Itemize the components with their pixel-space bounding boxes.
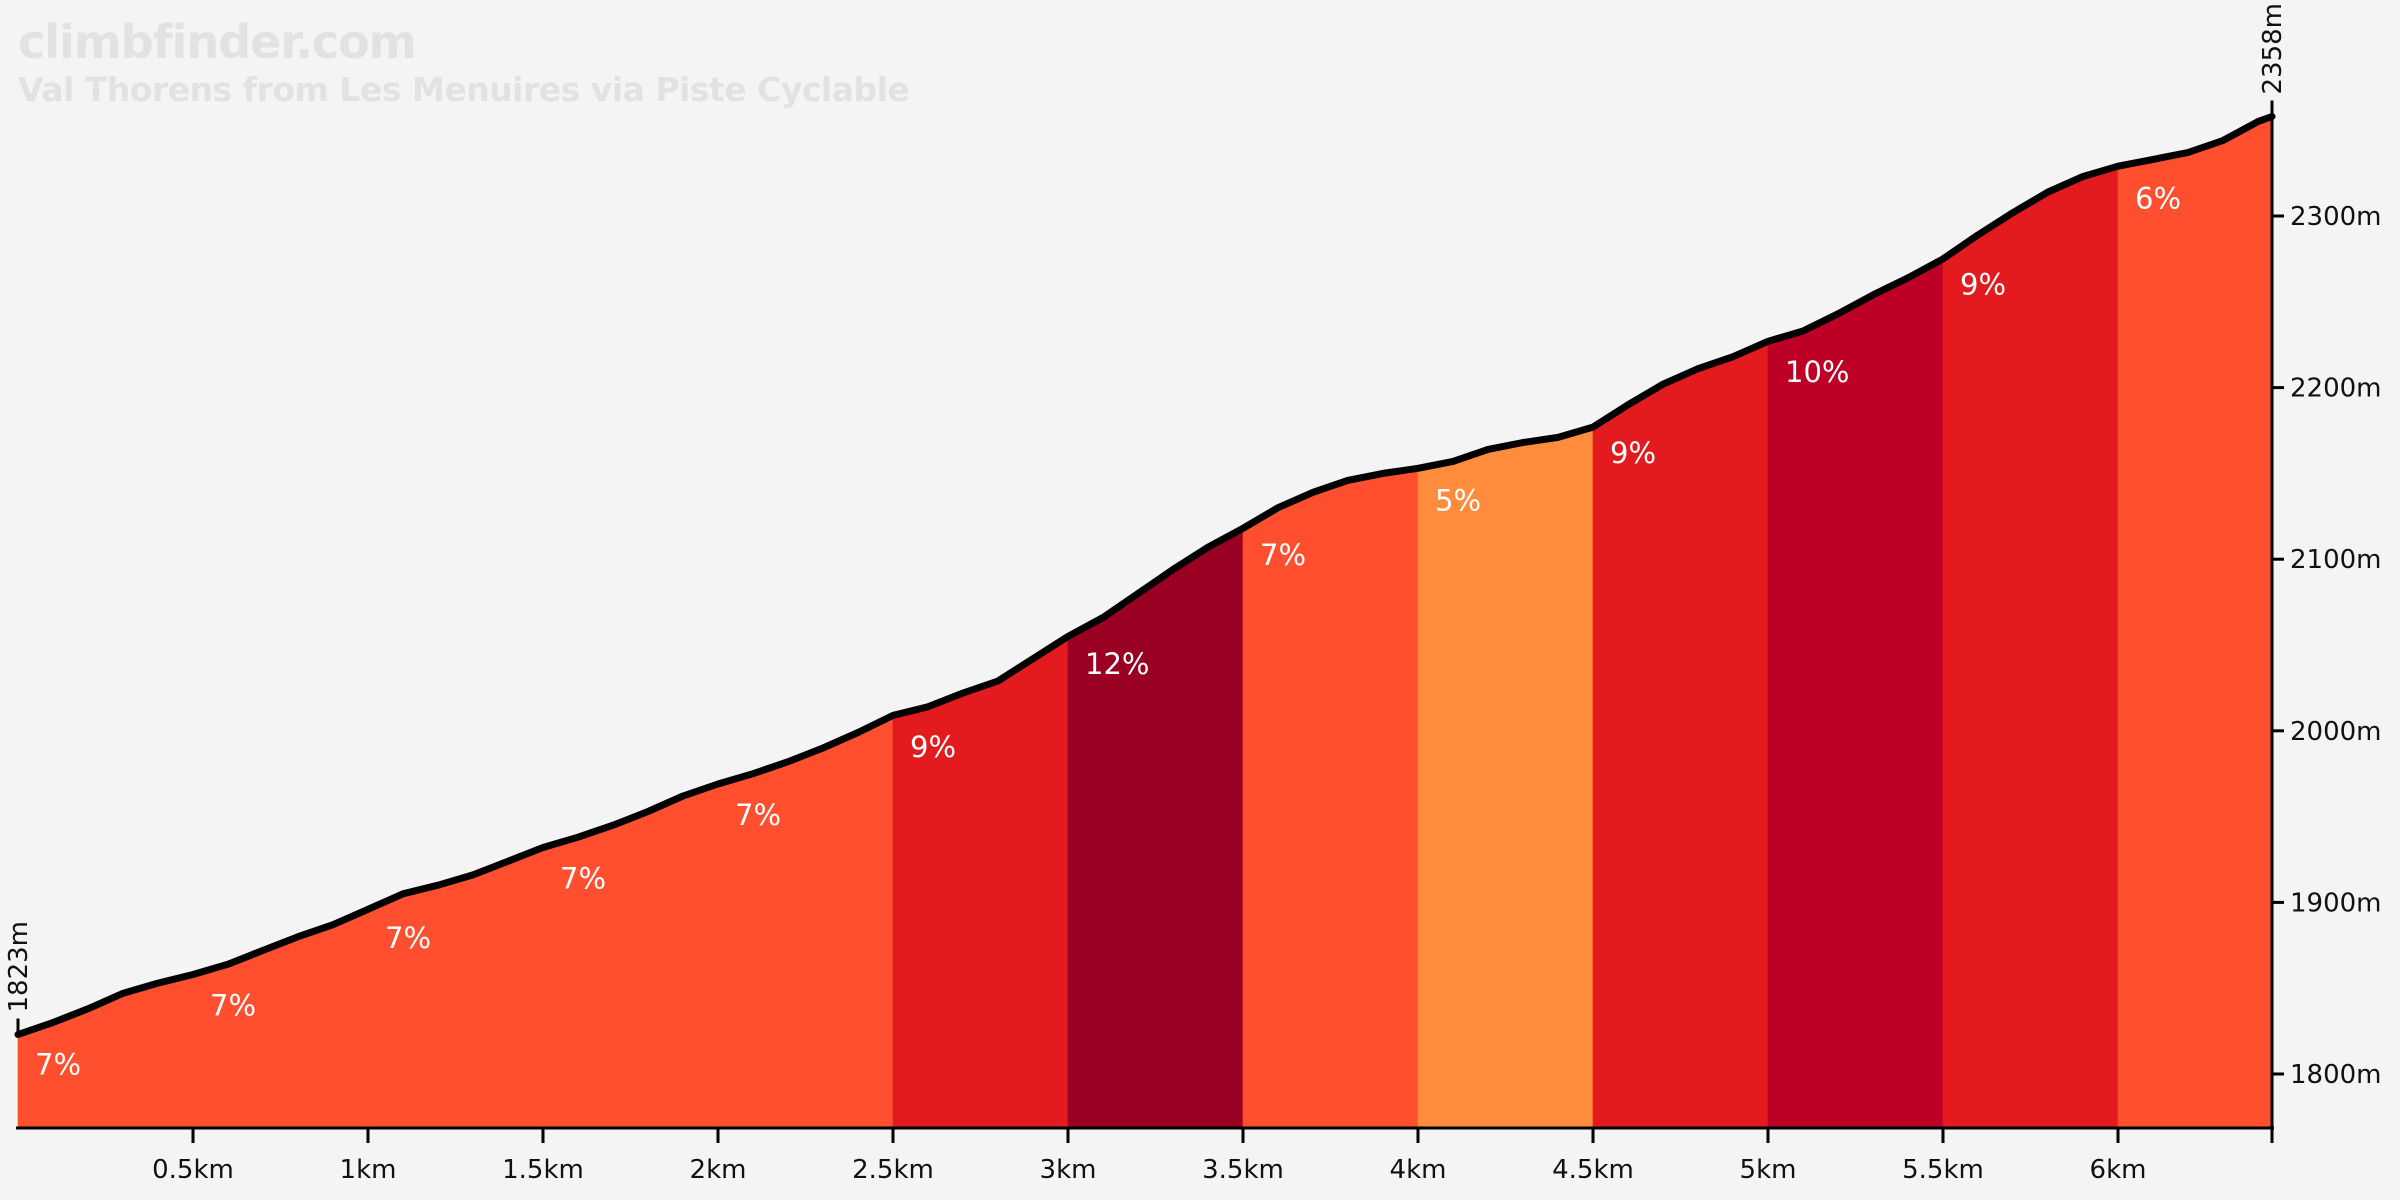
segment-area-9	[1417, 426, 1594, 1128]
segment-area-3	[367, 847, 544, 1128]
x-tick-label-10: 5km	[1740, 1155, 1797, 1185]
segment-gradient-label-5: 7%	[735, 798, 781, 832]
segment-area-12	[1942, 165, 2119, 1128]
segment-gradient-label-11: 10%	[1785, 355, 1849, 389]
y-tick-label-1: 1800m	[2290, 1060, 2382, 1090]
segment-gradient-label-6: 9%	[910, 730, 956, 764]
site-name: climbfinder.com	[18, 15, 417, 69]
y-tick-label-6: 2300m	[2290, 202, 2382, 232]
x-tick-label-3: 1.5km	[502, 1155, 584, 1185]
y-tick-label-5: 2200m	[2290, 374, 2382, 404]
segment-gradient-label-4: 7%	[560, 861, 606, 895]
y-tick-label-4: 2100m	[2290, 545, 2382, 575]
elevation-markers: 1823m 2358m	[4, 3, 2288, 1035]
x-tick-label-5: 2.5km	[852, 1155, 934, 1185]
x-tick-label-12: 6km	[2090, 1155, 2147, 1185]
chart-title: Val Thorens from Les Menuires via Piste …	[18, 70, 910, 109]
x-tick-label-8: 4km	[1390, 1155, 1447, 1185]
segment-gradient-label-2: 7%	[210, 988, 256, 1022]
segment-gradient-label-9: 5%	[1435, 484, 1481, 518]
start-elevation-label: 1823m	[4, 921, 34, 1013]
segment-gradient-label-10: 9%	[1610, 436, 1656, 470]
segment-gradient-label-1: 7%	[35, 1048, 81, 1082]
x-tick-label-4: 2km	[690, 1155, 747, 1185]
segment-gradient-label-13: 6%	[2135, 182, 2181, 216]
chart-header: climbfinder.com Val Thorens from Les Men…	[18, 14, 910, 110]
profile-outline	[14, 113, 2276, 1038]
segment-gradient-label-3: 7%	[385, 921, 431, 955]
segment-area-7	[1067, 527, 1244, 1128]
segment-area-11	[1767, 258, 1944, 1128]
x-tick-label-6: 3km	[1040, 1155, 1097, 1185]
x-tick-label-11: 5.5km	[1902, 1155, 1984, 1185]
end-elevation-label: 2358m	[2258, 3, 2288, 95]
x-tick-label-7: 3.5km	[1202, 1155, 1284, 1185]
y-tick-label-2: 1900m	[2290, 888, 2382, 918]
chart-axes: 0.5km 1km 1.5km 2km 2.5km 3km 3.5km 4km 4.5km 5km…	[16, 105, 2382, 1185]
x-tick-label-2: 1km	[340, 1155, 397, 1185]
gradient-segments	[14, 113, 2276, 1128]
segment-gradient-label-7: 12%	[1085, 647, 1149, 681]
segment-area-13	[2117, 116, 2273, 1128]
y-tick-label-3: 2000m	[2290, 717, 2382, 747]
segment-gradient-label-12: 9%	[1960, 267, 2006, 301]
x-tick-label-1: 0.5km	[152, 1155, 234, 1185]
x-tick-label-9: 4.5km	[1552, 1155, 1634, 1185]
segment-area-4	[542, 783, 719, 1128]
segment-gradient-label-8: 7%	[1260, 538, 1306, 572]
gradient-labels: 7% 7% 7% 7% 7% 9% 12% 7% 5% 9% 10% 9% 6%	[35, 182, 2181, 1082]
